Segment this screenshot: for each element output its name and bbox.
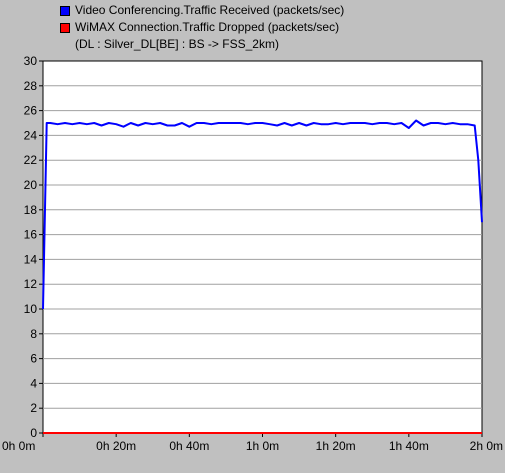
y-tick-label: 0 xyxy=(30,426,37,440)
x-tick-label: 1h 40m xyxy=(389,439,429,453)
y-tick-label: 18 xyxy=(24,203,38,217)
x-tick-label: 0h 40m xyxy=(169,439,209,453)
y-tick-label: 20 xyxy=(24,178,38,192)
legend-swatch-blue xyxy=(60,5,70,16)
y-tick-label: 6 xyxy=(30,352,37,366)
y-tick-label: 26 xyxy=(24,104,38,118)
y-tick-label: 12 xyxy=(24,277,38,291)
y-tick-label: 28 xyxy=(24,79,38,93)
y-tick-label: 4 xyxy=(30,376,37,390)
y-tick-label: 16 xyxy=(24,228,38,242)
y-tick-label: 8 xyxy=(30,327,37,341)
x-tick-label: 1h 20m xyxy=(316,439,356,453)
y-tick-label: 22 xyxy=(24,153,38,167)
series-line-traffic-received xyxy=(42,119,483,310)
chart-legend: Video Conferencing.Traffic Received (pac… xyxy=(60,2,344,53)
x-axis: 0h 0m 0h 20m 0h 40m 1h 0m 1h 20m 1h 40m 2h 0m xyxy=(2,433,503,453)
legend-entry-received: Video Conferencing.Traffic Received (pac… xyxy=(60,2,344,19)
plot-area xyxy=(42,60,483,434)
y-tick-label: 30 xyxy=(24,54,38,68)
legend-label-dropped: WiMAX Connection.Traffic Dropped (packet… xyxy=(75,20,340,34)
x-tick-label: 0h 0m xyxy=(2,439,35,453)
series-group xyxy=(42,119,483,434)
y-tick-label: 24 xyxy=(24,128,38,142)
legend-entry-dropped: WiMAX Connection.Traffic Dropped (packet… xyxy=(60,19,344,36)
grid-lines xyxy=(43,85,482,409)
x-tick-label: 1h 0m xyxy=(246,439,279,453)
x-tick-label: 2h 0m xyxy=(470,439,503,453)
y-tick-label: 2 xyxy=(30,401,37,415)
x-tick-label: 0h 20m xyxy=(96,439,136,453)
y-tick-label: 10 xyxy=(24,302,38,316)
y-tick-label: 14 xyxy=(24,252,38,266)
legend-swatch-red xyxy=(60,22,70,33)
legend-subtitle: (DL : Silver_DL[BE] : BS -> FSS_2km) xyxy=(75,37,279,51)
legend-label-received: Video Conferencing.Traffic Received (pac… xyxy=(75,3,345,17)
